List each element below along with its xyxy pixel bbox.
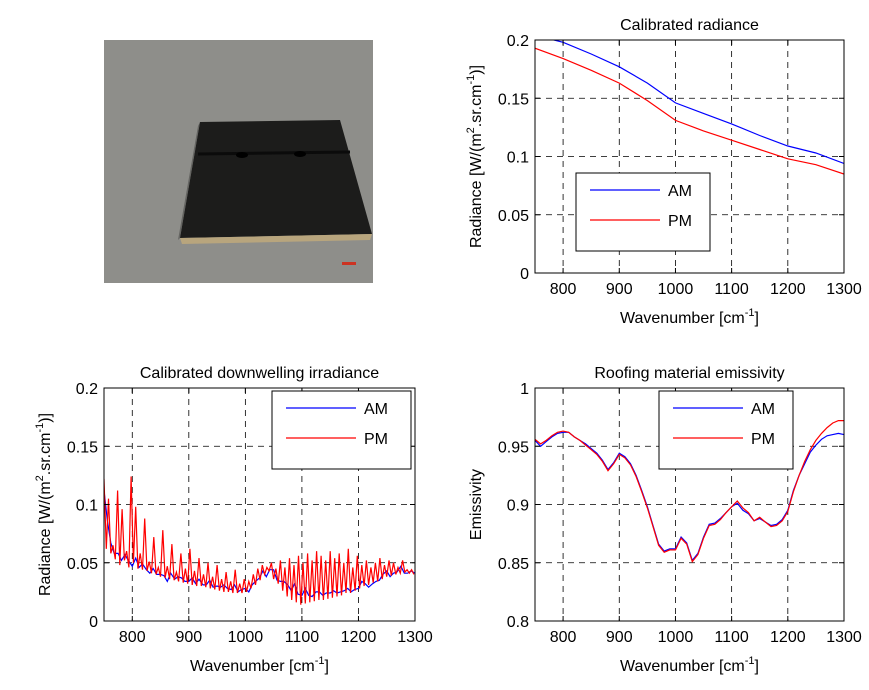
chart0-xtick-label: 900	[606, 281, 633, 298]
chart0-xtick-label: 1100	[714, 281, 749, 298]
chart0-ytick-label: 0	[520, 266, 529, 283]
chart1-xtick-label: 1200	[341, 629, 377, 646]
chart0-legend-label-am: AM	[668, 183, 692, 200]
chart1-xtick-label: 1000	[228, 629, 264, 646]
chart2-xtick-label: 1000	[658, 629, 694, 646]
chart0-ylabel: Radiance [W/(m2.sr.cm-1)]	[465, 65, 485, 248]
chart1-ytick-label: 0.05	[67, 556, 98, 573]
chart1-legend-label-pm: PM	[364, 431, 388, 448]
chart2-title: Roofing material emissivity	[594, 365, 784, 382]
chart2-xlabel: Wavenumber [cm-1]	[620, 655, 759, 675]
chart2-ytick-label: 0.95	[498, 439, 529, 456]
chart1-legend	[271, 390, 412, 470]
chart2-legend-label-am: AM	[751, 401, 775, 418]
chart2-legend	[658, 390, 794, 470]
chart2-xtick-label: 1300	[826, 629, 862, 646]
chart2-xtick-label: 800	[550, 629, 577, 646]
chart0-xtick-label: 1200	[770, 281, 806, 298]
chart1-ytick-label: 0.2	[76, 381, 98, 398]
chart0-xtick-label: 1300	[826, 281, 862, 298]
chart0-ytick-label: 0.15	[498, 91, 529, 108]
roofing-sample-photo	[104, 40, 373, 283]
chart0-series-pm-line	[535, 47, 844, 175]
chart2-ytick-label: 0.9	[507, 498, 529, 515]
roofing-emissivity-plot: 800 900 1000 1100 1200 1300 0.8 0.85 0.9 0.95 1 Roo…	[468, 365, 862, 675]
chart1-ytick-label: 0.15	[67, 439, 98, 456]
chart1-ytick-label: 0	[89, 614, 98, 631]
chart0-xlabel: Wavenumber [cm-1]	[620, 307, 759, 327]
chart2-ytick-label: 1	[520, 381, 529, 398]
calibrated-radiance-plot: 800 900 1000 1100 1200 1300 0 0.05 0.1 0.15 0.2 Cal…	[465, 17, 862, 327]
chart1-series-pm-line	[104, 476, 415, 605]
chart1-xtick-label: 1300	[397, 629, 433, 646]
chart1-xtick-label: 1100	[285, 629, 320, 646]
chart0-title: Calibrated radiance	[620, 17, 759, 34]
chart1-xlabel: Wavenumber [cm-1]	[190, 655, 329, 675]
chart1-ytick-label: 0.1	[76, 498, 98, 515]
downwelling-irradiance-plot: 800 900 1000 1100 1200 1300 0 0.05 0.1 0.15 0.2 Cal…	[34, 365, 433, 675]
chart1-xtick-label: 800	[119, 629, 146, 646]
chart2-legend-label-pm: PM	[751, 431, 775, 448]
chart0-ytick-label: 0.05	[498, 208, 529, 225]
chart1-ylabel: Radiance [W/(m2.sr.cm-1)]	[34, 413, 54, 596]
chart1-legend-label-am: AM	[364, 401, 388, 418]
chart0-ytick-label: 0.2	[507, 33, 529, 50]
chart2-ylabel: Emissivity	[468, 469, 485, 540]
chart2-xtick-label: 900	[606, 629, 633, 646]
chart0-xtick-label: 1000	[658, 281, 694, 298]
chart1-xtick-label: 900	[175, 629, 202, 646]
chart0-xtick-label: 800	[550, 281, 577, 298]
chart2-ytick-label: 0.85	[498, 556, 529, 573]
chart0-ytick-label: 0.1	[507, 150, 529, 167]
chart0-legend	[575, 172, 711, 252]
chart2-series-pm-line	[535, 420, 844, 563]
chart2-xtick-label: 1200	[770, 629, 806, 646]
chart0-legend-label-pm: PM	[668, 213, 692, 230]
chart2-ytick-label: 0.8	[507, 614, 529, 631]
chart0-series-am-line	[551, 40, 844, 165]
chart2-xtick-label: 1100	[714, 629, 749, 646]
chart1-title: Calibrated downwelling irradiance	[140, 365, 379, 382]
